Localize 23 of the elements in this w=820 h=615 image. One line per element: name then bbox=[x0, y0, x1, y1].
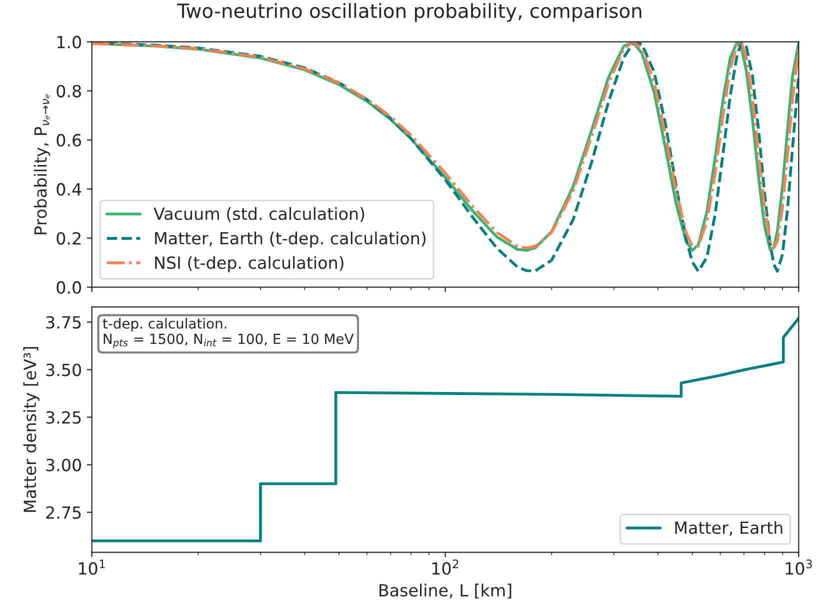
legend-label: Matter, Earth (t-dep. calculation) bbox=[155, 232, 426, 248]
y-tick-label: 0.6 bbox=[56, 134, 82, 147]
x-axis-title: Baseline, L [km] bbox=[380, 584, 512, 599]
y-tick-label: 0.4 bbox=[56, 183, 82, 196]
legend-label: Matter, Earth bbox=[675, 521, 782, 536]
legend-label: Vacuum (std. calculation) bbox=[154, 207, 364, 222]
legend-label: NSI (t-dep. calculation) bbox=[155, 256, 344, 272]
y-tick-label: 0.0 bbox=[56, 281, 82, 294]
y-tick-label: 0.8 bbox=[56, 84, 81, 98]
y-tick-label: 0.2 bbox=[56, 232, 80, 245]
y-tick-label: 3.75 bbox=[46, 316, 81, 329]
x-tick-label: 10$^{1}$ bbox=[79, 560, 105, 575]
y-tick-label: 2.75 bbox=[46, 506, 81, 519]
y-tick-label: 3.00 bbox=[46, 458, 82, 472]
y-tick-label: 3.50 bbox=[46, 364, 82, 376]
y-tick-label: 3.25 bbox=[46, 411, 81, 424]
x-tick-label: 10$^{2}$ bbox=[432, 559, 458, 575]
y-tick-label: 1.0 bbox=[57, 36, 82, 48]
annotation: t-dep. calculation. N$_{pts}$ = 1500, N$_{int}$ = 100, E = 10 MeV bbox=[102, 318, 354, 348]
y-axis-title: Matter density [eV³] bbox=[23, 347, 40, 512]
x-tick-label: 10$^{3}$ bbox=[786, 559, 812, 575]
chart-title: Two-neutrino oscillation probability, comparison bbox=[177, 3, 642, 22]
y-axis-title: Probability, P$_{νₑ→νₑ}$ bbox=[34, 94, 50, 234]
